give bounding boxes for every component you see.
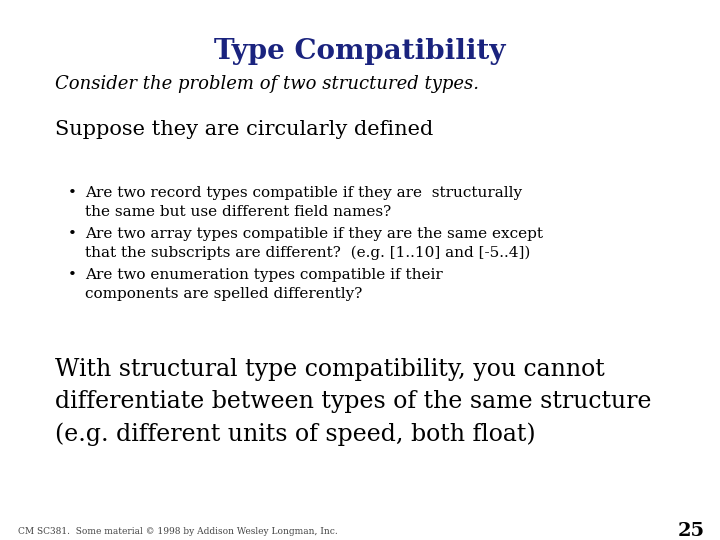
Text: Are two enumeration types compatible if their: Are two enumeration types compatible if … xyxy=(85,268,443,282)
Text: that the subscripts are different?  (e.g. [1..10] and [-5..4]): that the subscripts are different? (e.g.… xyxy=(85,246,531,260)
Text: differentiate between types of the same structure: differentiate between types of the same … xyxy=(55,390,652,413)
Text: •: • xyxy=(68,268,77,282)
Text: CM SC381.  Some material © 1998 by Addison Wesley Longman, Inc.: CM SC381. Some material © 1998 by Addiso… xyxy=(18,527,338,536)
Text: •: • xyxy=(68,186,77,200)
Text: Are two array types compatible if they are the same except: Are two array types compatible if they a… xyxy=(85,227,543,241)
Text: Consider the problem of two structured types.: Consider the problem of two structured t… xyxy=(55,75,479,93)
Text: components are spelled differently?: components are spelled differently? xyxy=(85,287,362,301)
Text: Suppose they are circularly defined: Suppose they are circularly defined xyxy=(55,120,433,139)
Text: (e.g. different units of speed, both float): (e.g. different units of speed, both flo… xyxy=(55,422,536,446)
Text: 25: 25 xyxy=(678,522,705,540)
Text: With structural type compatibility, you cannot: With structural type compatibility, you … xyxy=(55,358,605,381)
Text: Type Compatibility: Type Compatibility xyxy=(215,38,505,65)
Text: Are two record types compatible if they are  structurally: Are two record types compatible if they … xyxy=(85,186,522,200)
Text: the same but use different field names?: the same but use different field names? xyxy=(85,205,391,219)
Text: •: • xyxy=(68,227,77,241)
